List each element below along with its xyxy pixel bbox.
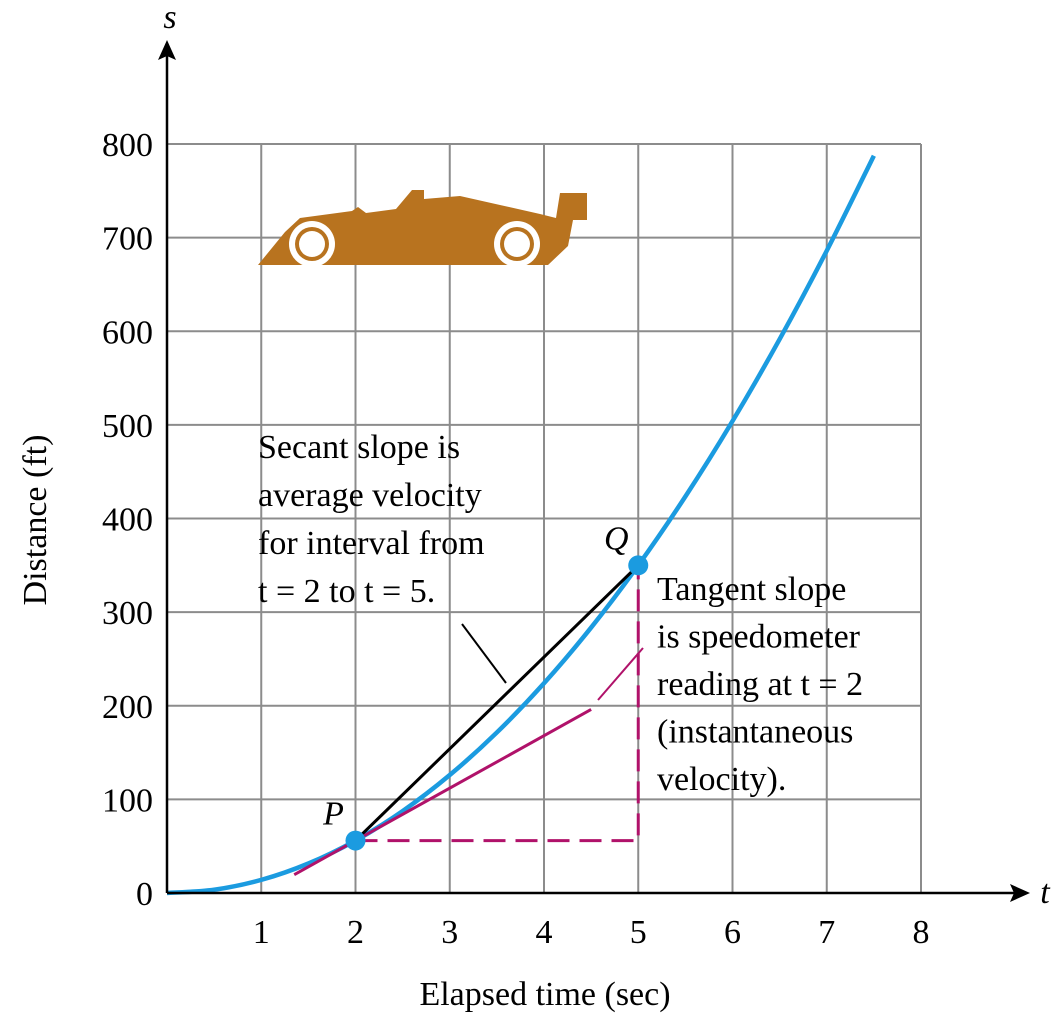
y-tick-label: 800: [102, 127, 153, 164]
y-tick-label: 100: [102, 782, 153, 819]
x-tick-label: 3: [441, 914, 458, 951]
grid: [167, 143, 922, 894]
point-label: P: [322, 796, 344, 833]
annotation-line: is speedometer: [657, 619, 861, 656]
x-tick-label: 1: [253, 914, 270, 951]
series-line: [166, 154, 876, 896]
leader-line: [461, 623, 507, 684]
y-axis-arrow: [158, 40, 176, 60]
y-tick-label: 500: [102, 408, 153, 445]
annotation-line: Secant slope is: [258, 429, 460, 466]
marks: PQ: [166, 154, 876, 896]
annotation-line: average velocity: [258, 477, 482, 514]
y-tick-label: 700: [102, 221, 153, 258]
y-tick-label: 200: [102, 689, 153, 726]
y-tick-label: 300: [102, 595, 153, 632]
y-tick-label: 600: [102, 314, 153, 351]
y-tick-label: 0: [136, 876, 153, 913]
series-line: [293, 708, 592, 876]
point: [628, 555, 649, 576]
annotation-line: for interval from: [258, 525, 485, 562]
x-tick-label: 4: [536, 914, 553, 951]
x-axis-symbol: t: [1040, 874, 1051, 911]
series-line: [355, 565, 640, 843]
y-axis-symbol: s: [163, 0, 176, 36]
series-line: [354, 564, 640, 842]
x-tick-label: 8: [913, 914, 930, 951]
annotation-line: t = 2 to t = 5.: [258, 573, 435, 610]
x-tick-label: 6: [724, 914, 741, 951]
annotation-line: velocity).: [657, 761, 786, 798]
annotation-line: reading at t = 2: [657, 666, 863, 703]
x-axis-arrow: [1010, 884, 1030, 902]
x-tick-label: 2: [347, 914, 364, 951]
y-tick-label: 400: [102, 502, 153, 539]
leader-line: [597, 647, 644, 701]
x-tick-label: 5: [630, 914, 647, 951]
x-axis-label: Elapsed time (sec): [419, 976, 670, 1013]
annotation-line: (instantaneous: [657, 714, 853, 751]
annotation-line: Tangent slope: [657, 571, 846, 608]
point: [345, 830, 366, 851]
y-axis-label: Distance (ft): [17, 435, 54, 606]
car-icon: [258, 190, 587, 267]
annotations: Secant slope is average velocity for inter…: [258, 429, 863, 798]
x-tick-label: 7: [818, 914, 835, 951]
point-label: Q: [604, 520, 629, 557]
